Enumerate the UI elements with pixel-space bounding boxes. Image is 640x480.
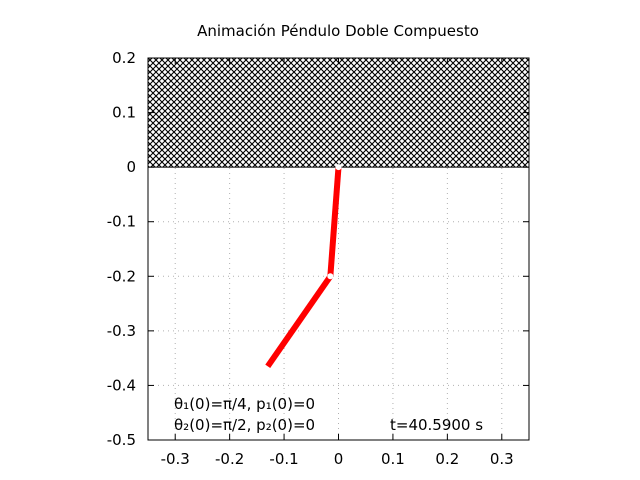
y-tick-label: -0.4 xyxy=(107,376,136,394)
pendulum-rod-2 xyxy=(265,274,333,369)
y-tick-label: -0.2 xyxy=(107,267,136,285)
y-tick-label: 0 xyxy=(126,158,136,176)
time-annotation: t=40.5900 s xyxy=(390,416,483,434)
y-tick-label: -0.1 xyxy=(107,213,136,231)
y-tick-label: -0.3 xyxy=(107,322,136,340)
pivot-point-1 xyxy=(335,164,342,171)
theta1-annotation: θ₁(0)=π/4, p₁(0)=0 xyxy=(174,395,315,413)
x-tick-label: 0.1 xyxy=(381,450,405,468)
y-tick-label: 0.1 xyxy=(112,104,136,122)
pivot-points xyxy=(327,164,342,280)
axis-ticks: -0.3 -0.2 -0.1 0 0.1 0.2 0.3 0.2 0.1 0 -0.1 -0.2 -0.… xyxy=(107,49,529,468)
pivot-point-2 xyxy=(327,273,334,280)
x-tick-label: 0.3 xyxy=(490,450,514,468)
ceiling-hatch xyxy=(147,57,530,168)
chart-title: Animación Péndulo Doble Compuesto xyxy=(197,22,479,40)
pendulum-series xyxy=(265,166,342,369)
pendulum-rod-1 xyxy=(327,166,342,277)
theta2-annotation: θ₂(0)=π/2, p₂(0)=0 xyxy=(174,416,315,434)
x-tick-label: -0.2 xyxy=(215,450,244,468)
x-tick-label: -0.1 xyxy=(269,450,298,468)
x-tick-label: 0.2 xyxy=(435,450,459,468)
x-tick-label: 0 xyxy=(334,450,344,468)
y-tick-label: 0.2 xyxy=(112,49,136,67)
x-tick-label: -0.3 xyxy=(161,450,190,468)
y-tick-label: -0.5 xyxy=(107,431,136,449)
